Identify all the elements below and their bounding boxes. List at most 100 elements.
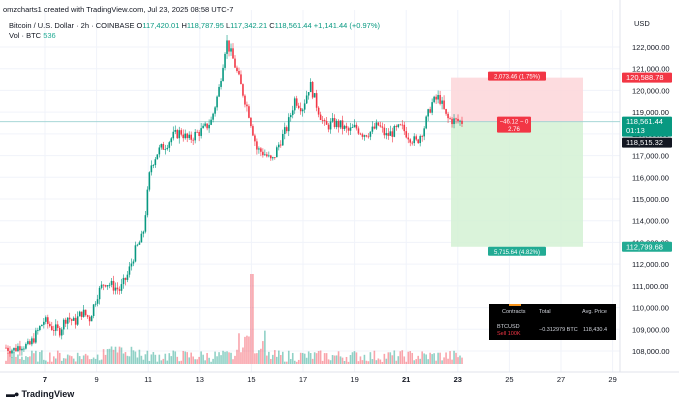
volume-bar [461, 357, 463, 364]
stop-price-tag: 120,588.78 [626, 73, 664, 82]
volume-bar [397, 356, 400, 364]
position-avg-price: 118,430.4 [583, 327, 608, 333]
volume-bar [289, 359, 292, 364]
volume-bar [112, 349, 115, 364]
volume-bar [76, 352, 79, 364]
tradingview-brand[interactable]: ▬● TradingView [6, 389, 74, 399]
candle-body [293, 98, 296, 111]
volume-bar [232, 359, 234, 364]
volume-bar [160, 360, 163, 364]
volume-bar [252, 274, 254, 364]
x-tick-label: 9 [95, 375, 99, 384]
volume-bar [377, 358, 380, 364]
volume-bar [66, 354, 69, 364]
candle-body [122, 277, 125, 285]
candle-body [266, 154, 268, 157]
volume-bar [385, 358, 388, 364]
candle-body [76, 316, 79, 325]
volume-bar [361, 360, 364, 364]
candle-body [21, 348, 23, 351]
candle-body [80, 311, 83, 317]
volume-bar [236, 349, 238, 364]
volume-bar [29, 356, 31, 364]
ohlc-c-label: C [269, 21, 275, 30]
volume-bar [419, 358, 421, 364]
candle-body [347, 128, 350, 131]
candle-body [152, 165, 155, 166]
candle-body [359, 133, 362, 135]
volume-bar [86, 355, 89, 364]
volume-bar [208, 357, 210, 364]
candle-body [407, 137, 410, 140]
candle-body [160, 144, 163, 148]
volume-bar [407, 351, 410, 364]
volume-bar [441, 360, 443, 364]
volume-bar [254, 353, 256, 364]
candle-body [272, 157, 274, 159]
volume-bar [405, 361, 408, 364]
volume-bar [128, 356, 131, 364]
candle-body [39, 326, 41, 331]
volume-bar [415, 359, 418, 364]
position-total: −0.312979 BTC [539, 327, 578, 333]
candle-body [309, 81, 312, 93]
candle-body [415, 136, 418, 140]
volume-legend: Vol · BTC 536 [9, 31, 56, 40]
candle-body [70, 319, 73, 321]
candle-body [60, 329, 63, 336]
volume-bar [260, 348, 262, 364]
candle-body [150, 165, 153, 173]
candle-body [341, 120, 344, 130]
candle-body [78, 311, 81, 317]
candle-body [383, 127, 386, 136]
volume-bar [120, 347, 123, 364]
candle-body [397, 124, 400, 128]
candle-body [25, 343, 27, 349]
x-tick-label: 19 [350, 375, 358, 384]
volume-bar [25, 356, 27, 364]
candle-body [395, 126, 398, 128]
volume-bar [240, 352, 242, 364]
candle-body [144, 215, 147, 232]
volume-bar [218, 352, 220, 364]
volume-bar [162, 358, 165, 364]
volume-bar [262, 341, 264, 364]
candle-body [242, 84, 244, 96]
volume-bar [333, 355, 336, 364]
volume-bar [92, 357, 95, 364]
candle-body [188, 134, 190, 139]
candle-body [186, 133, 189, 139]
position-panel[interactable]: Contracts Total Avg. Price BTCUSD Sell 1… [489, 304, 616, 340]
candle-body [206, 123, 208, 129]
candle-body [303, 103, 306, 110]
x-tick-label: 17 [299, 375, 307, 384]
volume-bar [230, 352, 232, 364]
candle-body [146, 189, 149, 216]
volume-bar [148, 360, 151, 364]
y-tick-label: 112,000.00 [632, 260, 669, 269]
volume-bar [234, 355, 236, 364]
candle-body [433, 96, 435, 103]
volume-bar [250, 274, 252, 364]
candle-body [130, 263, 133, 267]
candle-body [355, 124, 358, 129]
candle-body [194, 131, 196, 141]
volume-bar [134, 351, 137, 364]
candle-body [148, 172, 151, 190]
candle-body [90, 316, 93, 322]
candle-body [104, 285, 107, 287]
y-tick-label: 111,000.00 [632, 282, 668, 291]
volume-bar [272, 354, 274, 364]
candle-body [182, 134, 185, 139]
ohlc-low: 117,342.21 [230, 21, 268, 30]
candle-body [405, 131, 408, 138]
volume-bar [256, 353, 258, 364]
volume-bar [222, 350, 224, 364]
volume-bar [425, 354, 427, 364]
volume-bar [435, 360, 437, 364]
candle-body [198, 131, 200, 136]
volume-bar [176, 356, 179, 364]
volume-bar [345, 356, 348, 364]
candle-body [126, 274, 129, 280]
